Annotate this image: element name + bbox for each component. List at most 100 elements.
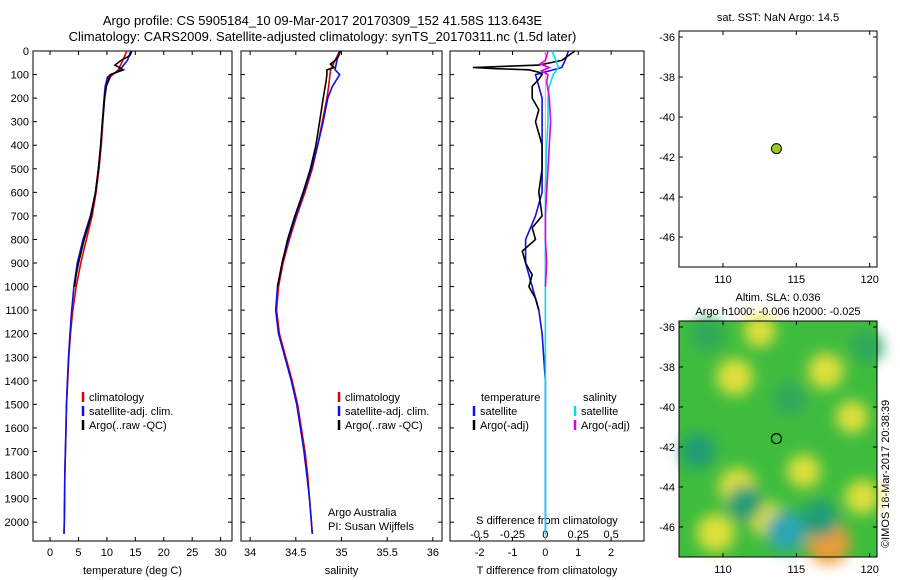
difference_profile-xtick-label: 2: [608, 547, 614, 559]
salinity_profile-legend-label: Argo(..raw -QC): [345, 420, 423, 432]
temperature_profile-xtick-label: 15: [129, 547, 141, 559]
difference_profile-s-xlabel: S difference from climatology: [476, 515, 618, 527]
temperature_profile-xtick-label: 25: [186, 547, 198, 559]
salinity_profile-series-climatology: [275, 50, 341, 534]
sla_map-cell: [716, 358, 754, 396]
salinity_profile-xtick-label: 34: [244, 547, 256, 559]
difference_profile-sal-legend-label: satellite: [581, 406, 618, 418]
salinity_profile-series-argo-raw-qc-: [276, 50, 342, 287]
difference_profile-sal-legend-label: Argo(-adj): [581, 420, 630, 432]
temperature_profile-ytick-label: 500: [11, 164, 29, 176]
sla_map-xtick-label: 120: [860, 564, 878, 576]
temperature_profile-xtick-label: 30: [215, 547, 227, 559]
temperature_profile-xtick-label: 5: [75, 547, 81, 559]
salinity_profile-legend-label: satellite-adj. clim.: [345, 406, 429, 418]
sla_map-argo-position: [770, 433, 783, 445]
sla_map-cell: [743, 314, 776, 348]
temperature_profile-ytick-label: 1400: [5, 376, 29, 388]
temperature_profile-ytick-label: 0: [23, 46, 29, 58]
sla_map-xtick-label: 110: [714, 564, 732, 576]
salinity_profile-annotation-line1: Argo Australia: [328, 507, 397, 519]
sla_map-cell: [786, 454, 821, 488]
salinity_profile-xlabel: salinity: [325, 565, 359, 577]
sla_map-ytick-label: -36: [659, 322, 675, 334]
temperature_profile-frame: [32, 50, 233, 542]
temperature_profile-ytick-label: 1000: [5, 282, 29, 294]
sla_map-cell: [765, 510, 807, 552]
temperature_profile-series-argo-raw-qc-: [73, 50, 133, 287]
temperature_profile-legend-label: Argo(..raw -QC): [89, 420, 167, 432]
sst_map-ytick-label: -36: [659, 32, 675, 44]
temperature_profile-xtick-label: 0: [47, 547, 53, 559]
sla_map-cell: [727, 485, 763, 521]
salinity_profile-annotation-line2: PI: Susan Wijffels: [328, 521, 414, 533]
temperature_profile-ytick-label: 100: [11, 70, 29, 82]
difference_profile-s-xtick-label: -0.25: [500, 529, 525, 541]
sst_map-ytick-label: -38: [659, 72, 675, 84]
sla_map-cell: [773, 382, 808, 416]
difference_profile-temp-legend-label: Argo(-adj): [480, 420, 529, 432]
sla_map-ytick-label: -38: [659, 362, 675, 374]
temperature_profile-ytick-label: 900: [11, 258, 29, 270]
sla_map-title-line2: Argo h1000: -0.006 h2000: -0.025: [695, 306, 860, 318]
difference_profile-xlabel: T difference from climatology: [477, 565, 618, 577]
temperature_profile-legend-label: climatology: [89, 392, 145, 404]
sla_map-cell: [835, 400, 869, 434]
temperature_profile-ytick-label: 1600: [5, 423, 29, 435]
sla_map-xtick-label: 115: [788, 564, 806, 576]
sst_map-xtick-label: 115: [788, 274, 806, 286]
temperature_profile-ytick-label: 200: [11, 93, 29, 105]
sla_map-cell: [807, 353, 844, 389]
difference_profile-temp-legend-label: satellite: [480, 406, 517, 418]
difference_profile-s-xtick-label: 0.25: [568, 529, 589, 541]
sst_map-ytick-label: -42: [659, 152, 675, 164]
difference_profile-legend-sal-header: salinity: [583, 392, 617, 404]
temperature_profile-ytick-label: 700: [11, 211, 29, 223]
sst_map-title: sat. SST: NaN Argo: 14.5: [717, 12, 839, 24]
difference_profile-xtick-label: -2: [475, 547, 485, 559]
temperature_profile-ytick-label: 1100: [5, 305, 29, 317]
temperature_profile-series-satellite-adj-clim-: [63, 50, 132, 534]
salinity_profile-xtick-label: 34.5: [285, 547, 306, 559]
sst_map-ytick-label: -44: [659, 192, 675, 204]
salinity_profile-xtick-label: 36: [427, 547, 439, 559]
temperature_profile-xlabel: temperature (deg C): [83, 565, 182, 577]
temperature_profile-ytick-label: 2000: [5, 517, 29, 529]
sst_map-ytick-label: -40: [659, 112, 675, 124]
salinity_profile-series-satellite-adj-clim-: [274, 50, 341, 534]
temperature_profile-ytick-label: 1800: [5, 470, 29, 482]
temperature_profile-xtick-label: 10: [101, 547, 113, 559]
title-line-1: Argo profile: CS 5905184_10 09-Mar-2017 …: [102, 13, 543, 28]
sla_map-cell: [680, 433, 716, 469]
salinity_profile-xtick-label: 35: [335, 547, 347, 559]
difference_profile-s-xtick-label: -0.5: [470, 529, 489, 541]
sla_map-cell: [801, 500, 839, 538]
sla_map-ytick-label: -40: [659, 402, 675, 414]
sla_map-cell: [696, 513, 735, 553]
title-line-2: Climatology: CARS2009. Satellite-adjuste…: [68, 29, 577, 44]
difference_profile-frame: [449, 50, 645, 542]
difference_profile-legend-temp-header: temperature: [481, 392, 540, 404]
temperature_profile-ytick-label: 1500: [5, 399, 29, 411]
temperature_profile-xtick-label: 20: [158, 547, 170, 559]
temperature_profile-ytick-label: 1900: [5, 494, 29, 506]
temperature_profile-ytick-label: 600: [11, 187, 29, 199]
sst_map-xtick-label: 110: [714, 274, 732, 286]
sla_map-ytick-label: -46: [659, 522, 675, 534]
difference_profile-series-salinity-argo-adj-: [538, 50, 552, 287]
sla_map-ytick-label: -44: [659, 482, 675, 494]
sst_map-ytick-label: -46: [659, 232, 675, 244]
difference_profile-s-xtick-label: 0.5: [603, 529, 618, 541]
temperature_profile-ytick-label: 1700: [5, 446, 29, 458]
sla_map-cells: [680, 314, 883, 565]
salinity_profile-legend-label: climatology: [345, 392, 401, 404]
sst_map-frame: [678, 30, 878, 268]
difference_profile-series-salinity-satellite: [544, 50, 560, 534]
salinity_profile-xtick-label: 35.5: [376, 547, 397, 559]
sst_map-xtick-label: 120: [860, 274, 878, 286]
sla_map-frame: [678, 320, 878, 558]
difference_profile-series-temperature-argo-adj-: [472, 50, 576, 311]
difference_profile-xtick-label: 0: [542, 547, 548, 559]
difference_profile-xtick-label: 1: [575, 547, 581, 559]
